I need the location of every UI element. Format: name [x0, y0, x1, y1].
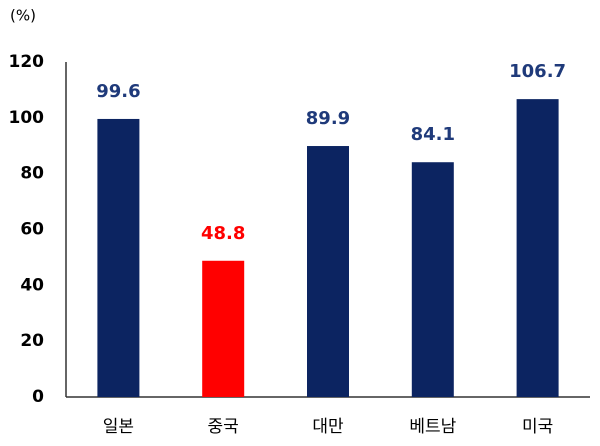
x-tick-label: 대만 — [312, 417, 344, 437]
bar — [307, 146, 349, 397]
x-tick-label: 중국 — [208, 417, 239, 437]
y-tick-label: 80 — [20, 164, 44, 184]
bar — [516, 99, 559, 398]
y-axis-label: (%) — [10, 7, 36, 25]
y-tick-label: 0 — [32, 387, 44, 407]
x-tick-label: 미국 — [522, 417, 553, 437]
y-tick-label: 40 — [20, 275, 44, 295]
value-label: 89.9 — [306, 108, 350, 129]
x-tick-label: 일본 — [103, 417, 134, 437]
x-tick-label: 베트남 — [409, 417, 456, 437]
bar — [202, 260, 245, 397]
y-tick-label: 100 — [9, 108, 45, 128]
y-tick-label: 60 — [20, 220, 44, 240]
value-label: 99.6 — [96, 81, 140, 102]
value-label: 48.8 — [201, 223, 245, 244]
value-label: 106.7 — [509, 61, 566, 82]
y-tick-label: 20 — [20, 331, 44, 351]
value-label: 84.1 — [411, 124, 455, 145]
bar — [411, 162, 454, 397]
bar — [97, 118, 140, 397]
y-tick-label: 120 — [9, 52, 45, 72]
